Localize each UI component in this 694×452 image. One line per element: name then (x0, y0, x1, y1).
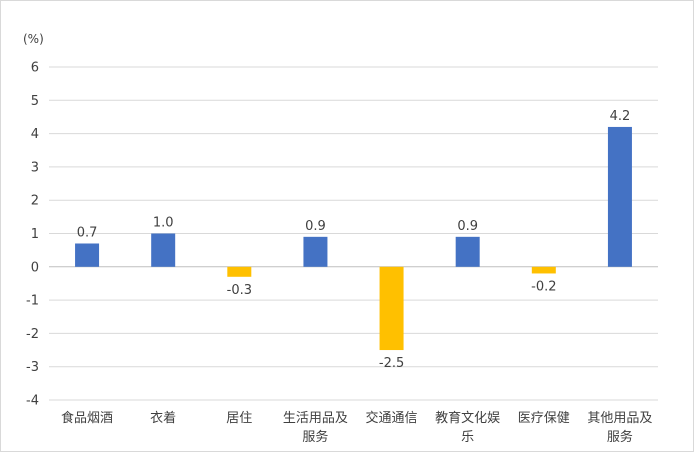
bars (75, 126, 632, 351)
data-label: -2.5 (379, 356, 404, 371)
category-label: 教育文化娱 (435, 410, 500, 426)
y-tick-labels: 6 5 4 3 2 1 0 -1 -2 -3 -4 (26, 61, 39, 409)
bar (455, 236, 480, 267)
bar (151, 233, 176, 267)
data-label: 0.9 (305, 219, 326, 234)
y-tick-label: 0 (31, 260, 39, 275)
data-label: 4.2 (610, 109, 631, 124)
bar (379, 266, 404, 351)
y-tick-label: -1 (26, 294, 39, 309)
category-label: 食品烟酒 (61, 410, 113, 426)
category-label: 乐 (461, 430, 474, 445)
bar (607, 126, 632, 267)
bar (531, 266, 556, 274)
category-label: 服务 (302, 429, 328, 445)
y-tick-label: -2 (26, 327, 39, 342)
data-label: 0.9 (457, 219, 478, 234)
category-label: 服务 (607, 429, 633, 445)
category-label: 其他用品及 (587, 411, 652, 426)
data-labels: 0.7 1.0 -0.3 0.9 -2.5 0.9 -0.2 4.2 (77, 109, 631, 371)
y-unit-label: (%) (23, 32, 44, 46)
data-label: 1.0 (153, 216, 174, 231)
category-label: 衣着 (150, 410, 176, 426)
category-label: 生活用品及 (283, 411, 348, 426)
data-label: -0.2 (531, 279, 556, 294)
gridlines (49, 66, 658, 401)
data-label: 0.7 (77, 225, 98, 240)
y-tick-label: 6 (31, 61, 39, 76)
y-tick-label: 2 (31, 194, 39, 209)
category-label: 交通通信 (366, 410, 418, 426)
bar (75, 243, 100, 267)
data-label: -0.3 (227, 283, 252, 298)
y-tick-label: 1 (31, 227, 39, 242)
category-label: 医疗保健 (518, 411, 570, 426)
y-tick-label: 3 (31, 160, 39, 175)
y-tick-label: -4 (26, 394, 39, 409)
bar (227, 266, 252, 277)
bar (303, 236, 328, 267)
y-tick-label: 4 (31, 127, 39, 142)
y-tick-label: 5 (31, 94, 39, 109)
y-tick-label: -3 (26, 360, 39, 375)
category-label: 居住 (226, 411, 252, 426)
